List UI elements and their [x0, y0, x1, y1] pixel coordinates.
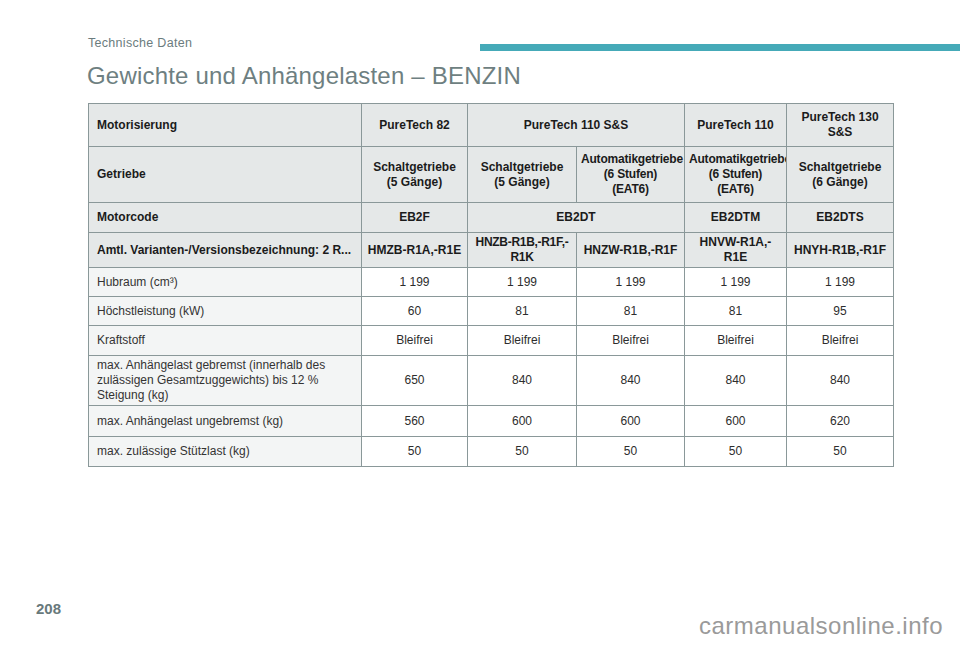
- table-cell: PureTech 110: [685, 104, 787, 147]
- table-cell: Schaltgetriebe (5 Gänge): [468, 147, 577, 203]
- table-cell: 650: [362, 356, 468, 406]
- breadcrumb: Technische Daten: [88, 36, 192, 50]
- watermark: carmanualsonline.info: [699, 612, 943, 640]
- page-number: 208: [36, 600, 61, 617]
- table-cell: 50: [577, 437, 685, 467]
- table-cell: 620: [787, 406, 894, 437]
- table-cell: EB2F: [362, 203, 468, 233]
- table-row-motorcode: Motorcode EB2F EB2DT EB2DTM EB2DTS: [89, 203, 894, 233]
- row-label-getriebe: Getriebe: [89, 147, 362, 203]
- table-cell: 840: [577, 356, 685, 406]
- table-cell: Automatikgetriebe (6 Stufen) (EAT6): [577, 147, 685, 203]
- table-cell: Automatikgetriebe (6 Stufen) (EAT6): [685, 147, 787, 203]
- table-row-variante: Amtl. Varianten-/Versionsbezeichnung: 2 …: [89, 233, 894, 268]
- table-cell: EB2DTM: [685, 203, 787, 233]
- table-cell: PureTech 110 S&S: [468, 104, 685, 147]
- table-cell: 840: [787, 356, 894, 406]
- table-cell: 600: [685, 406, 787, 437]
- table-cell: HMZB-R1A,-R1E: [362, 233, 468, 268]
- table-row-anhaengelast-gebremst: max. Anhängelast gebremst (innerhalb des…: [89, 356, 894, 406]
- table-cell: 50: [685, 437, 787, 467]
- table-cell: Bleifrei: [468, 326, 577, 356]
- table-cell: Bleifrei: [577, 326, 685, 356]
- table-cell: HNVW-R1A,-R1E: [685, 233, 787, 268]
- row-label-hubraum: Hubraum (cm³): [89, 268, 362, 297]
- table-cell: 1 199: [362, 268, 468, 297]
- table-cell: 1 199: [787, 268, 894, 297]
- table-cell: Bleifrei: [362, 326, 468, 356]
- table-cell: 50: [362, 437, 468, 467]
- table-cell: 1 199: [577, 268, 685, 297]
- table-cell: EB2DT: [468, 203, 685, 233]
- table-cell: HNZW-R1B,-R1F: [577, 233, 685, 268]
- table-row-anhaengelast-ungebremst: max. Anhängelast ungebremst (kg) 560 600…: [89, 406, 894, 437]
- page-title: Gewichte und Anhängelasten – BENZIN: [87, 62, 521, 90]
- row-label-motorisierung: Motorisierung: [89, 104, 362, 147]
- table-cell: HNZB-R1B,-R1F,-R1K: [468, 233, 577, 268]
- table-row-getriebe: Getriebe Schaltgetriebe (5 Gänge) Schalt…: [89, 147, 894, 203]
- table-row-leistung: Höchstleistung (kW) 60 81 81 81 95: [89, 297, 894, 326]
- table-cell: 50: [787, 437, 894, 467]
- table-cell: 840: [685, 356, 787, 406]
- table-cell: PureTech 82: [362, 104, 468, 147]
- spec-table: Motorisierung PureTech 82 PureTech 110 S…: [88, 103, 894, 467]
- table-cell: 1 199: [468, 268, 577, 297]
- table-cell: Schaltgetriebe (6 Gänge): [787, 147, 894, 203]
- table-cell: 600: [577, 406, 685, 437]
- row-label-stuetzlast: max. zulässige Stützlast (kg): [89, 437, 362, 467]
- table-row-kraftstoff: Kraftstoff Bleifrei Bleifrei Bleifrei Bl…: [89, 326, 894, 356]
- table-cell: EB2DTS: [787, 203, 894, 233]
- accent-bar: [480, 44, 960, 51]
- table-cell: 600: [468, 406, 577, 437]
- row-label-anhaengelast-ungebremst: max. Anhängelast ungebremst (kg): [89, 406, 362, 437]
- table-cell: Schaltgetriebe (5 Gänge): [362, 147, 468, 203]
- row-label-variante: Amtl. Varianten-/Versionsbezeichnung: 2 …: [89, 233, 362, 268]
- table-row-hubraum: Hubraum (cm³) 1 199 1 199 1 199 1 199 1 …: [89, 268, 894, 297]
- table-cell: 840: [468, 356, 577, 406]
- table-cell: 95: [787, 297, 894, 326]
- table-cell: 1 199: [685, 268, 787, 297]
- row-label-kraftstoff: Kraftstoff: [89, 326, 362, 356]
- table-cell: 50: [468, 437, 577, 467]
- table-cell: 560: [362, 406, 468, 437]
- row-label-motorcode: Motorcode: [89, 203, 362, 233]
- table-cell: PureTech 130 S&S: [787, 104, 894, 147]
- table-cell: 81: [468, 297, 577, 326]
- table-cell: 81: [685, 297, 787, 326]
- row-label-leistung: Höchstleistung (kW): [89, 297, 362, 326]
- table-row-motorisierung: Motorisierung PureTech 82 PureTech 110 S…: [89, 104, 894, 147]
- table-cell: HNYH-R1B,-R1F: [787, 233, 894, 268]
- table-cell: Bleifrei: [787, 326, 894, 356]
- table-cell: Bleifrei: [685, 326, 787, 356]
- row-label-anhaengelast-gebremst: max. Anhängelast gebremst (innerhalb des…: [89, 356, 362, 406]
- table-row-stuetzlast: max. zulässige Stützlast (kg) 50 50 50 5…: [89, 437, 894, 467]
- table-cell: 60: [362, 297, 468, 326]
- table-cell: 81: [577, 297, 685, 326]
